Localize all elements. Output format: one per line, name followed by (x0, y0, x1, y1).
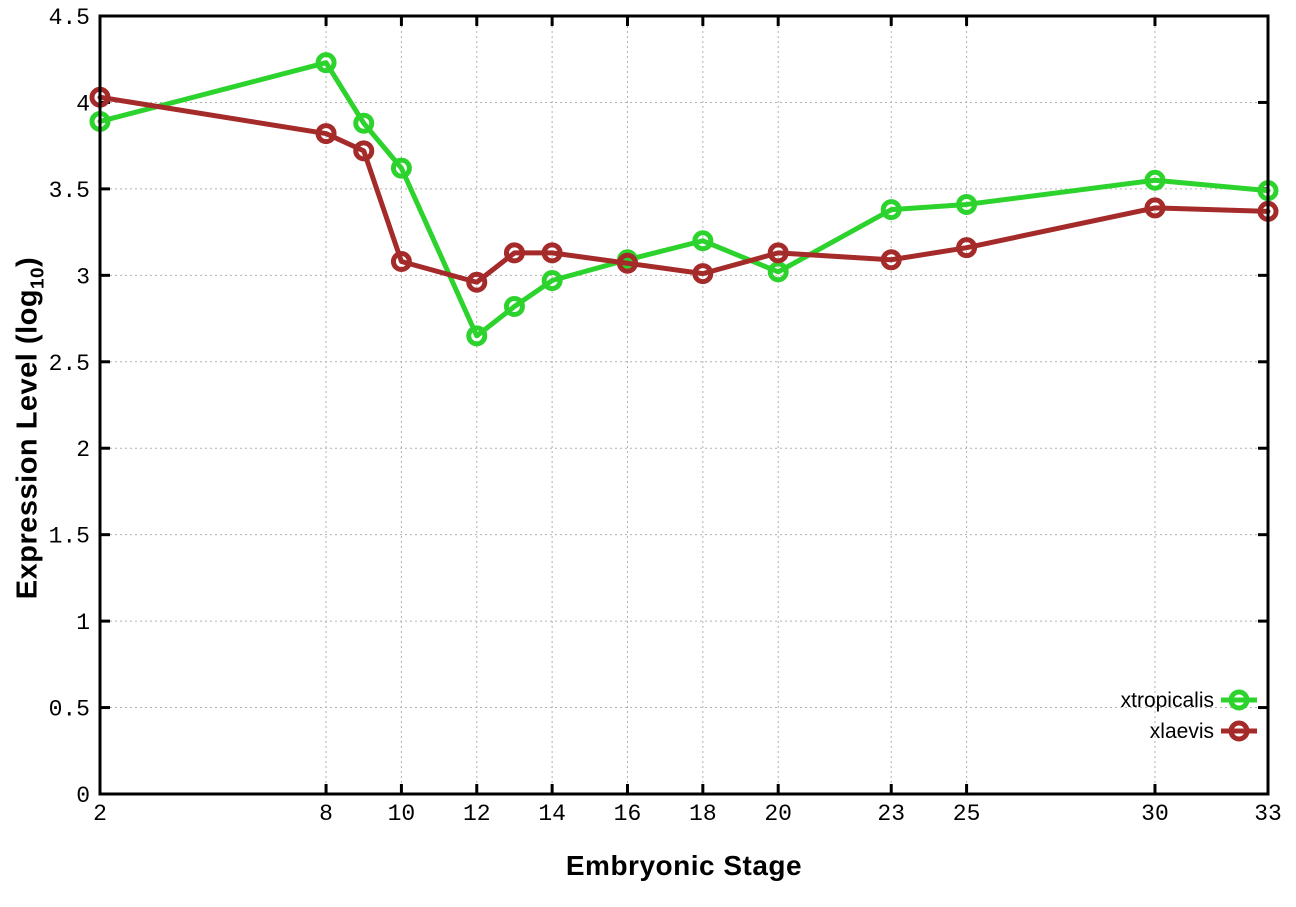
data-point-marker-xtropicalis (1144, 169, 1166, 191)
y-tick-label: 0.5 (49, 697, 90, 723)
data-point-marker-xtropicalis (880, 199, 902, 221)
x-tick-label: 14 (538, 801, 566, 827)
y-tick-label: 1.5 (49, 524, 90, 550)
x-tick-label: 16 (614, 801, 642, 827)
y-tick-label: 3 (76, 264, 90, 290)
x-tick-label: 2 (93, 801, 107, 827)
y-axis-label-subscript: 10 (26, 266, 48, 289)
x-tick-label: 12 (463, 801, 491, 827)
data-point-marker-xtropicalis (353, 112, 375, 134)
data-point-marker-xlaevis (880, 249, 902, 271)
y-tick-label: 0 (76, 783, 90, 809)
data-point-marker-xlaevis (315, 123, 337, 145)
y-tick-label: 2 (76, 437, 90, 463)
y-tick-label: 4 (76, 91, 90, 117)
y-axis-label-text: Expression Level (log (11, 288, 44, 600)
y-tick-label: 3.5 (49, 178, 90, 204)
x-tick-label: 23 (877, 801, 905, 827)
data-point-marker-xlaevis (956, 237, 978, 259)
data-point-marker-xlaevis (1144, 197, 1166, 219)
y-tick-label: 4.5 (49, 5, 90, 31)
data-point-marker-xtropicalis (541, 270, 563, 292)
x-axis-label: Embryonic Stage (565, 850, 803, 881)
legend-sample-marker-xlaevis (1228, 720, 1250, 742)
plot-border (98, 14, 1270, 796)
x-tick-label: 8 (319, 801, 333, 827)
x-tick-label: 10 (388, 801, 416, 827)
data-point-marker-xlaevis (767, 242, 789, 264)
legend-sample-marker-xtropicalis (1228, 689, 1250, 711)
data-point-marker-xtropicalis (315, 52, 337, 74)
series-line-xtropicalis (97, 60, 1271, 339)
y-axis-label: Expression Level (log10) (12, 257, 49, 599)
data-point-marker-xtropicalis (956, 193, 978, 215)
y-tick-label: 1 (76, 610, 90, 636)
legend-label-xlaevis: xlaevis (1150, 720, 1214, 743)
data-point-marker-xlaevis (692, 263, 714, 285)
data-point-marker-xlaevis (616, 252, 638, 274)
data-point-marker-xlaevis (353, 140, 375, 162)
data-point-marker-xtropicalis (692, 230, 714, 252)
data-point-marker-xtropicalis (767, 261, 789, 283)
x-tick-label: 33 (1254, 801, 1282, 827)
data-point-marker-xtropicalis (466, 325, 488, 347)
series-line-xlaevis (97, 94, 1271, 285)
data-point-marker-xlaevis (390, 251, 412, 273)
data-point-marker-xtropicalis (503, 295, 525, 317)
legend-label-xtropicalis: xtropicalis (1121, 689, 1214, 712)
x-tick-label: 30 (1141, 801, 1169, 827)
data-point-marker-xtropicalis (390, 157, 412, 179)
data-point-marker-xlaevis (466, 271, 488, 293)
y-tick-label: 2.5 (49, 351, 90, 377)
x-tick-label: 20 (764, 801, 792, 827)
x-tick-label: 18 (689, 801, 717, 827)
data-point-marker-xlaevis (541, 242, 563, 264)
data-point-marker-xlaevis (503, 242, 525, 264)
x-tick-label: 25 (953, 801, 981, 827)
y-axis-label-close: ) (11, 256, 44, 267)
